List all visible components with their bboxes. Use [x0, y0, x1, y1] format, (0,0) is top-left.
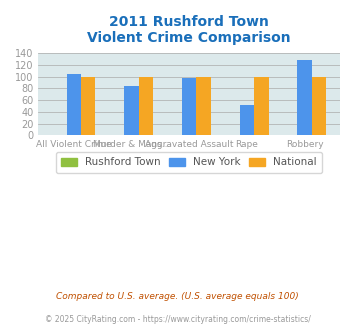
Bar [182, 78, 196, 135]
Bar [254, 77, 269, 135]
Bar [312, 77, 326, 135]
Bar [139, 77, 153, 135]
Bar [124, 85, 139, 135]
Text: © 2025 CityRating.com - https://www.cityrating.com/crime-statistics/: © 2025 CityRating.com - https://www.city… [45, 315, 310, 324]
Bar [66, 74, 81, 135]
Text: Compared to U.S. average. (U.S. average equals 100): Compared to U.S. average. (U.S. average … [56, 292, 299, 301]
Title: 2011 Rushford Town
Violent Crime Comparison: 2011 Rushford Town Violent Crime Compari… [87, 15, 291, 45]
Legend: Rushford Town, New York, National: Rushford Town, New York, National [56, 152, 322, 173]
Bar [81, 77, 95, 135]
Bar [240, 105, 254, 135]
Bar [196, 77, 211, 135]
Bar [297, 60, 312, 135]
